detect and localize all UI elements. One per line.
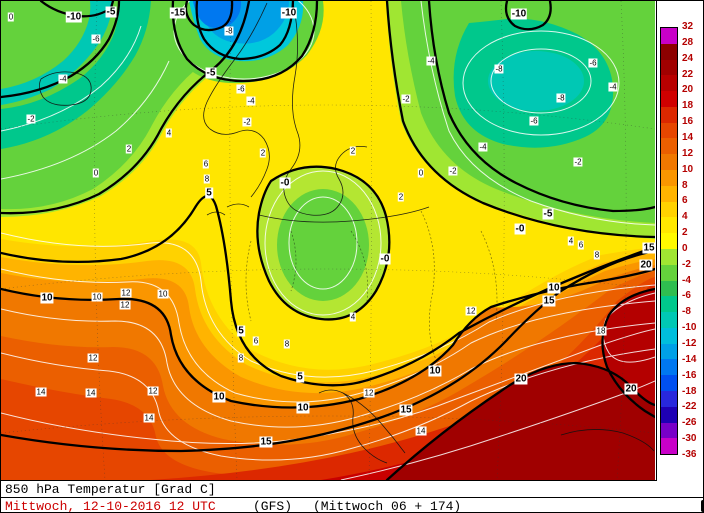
map-title: 850 hPa Temperatur [Grad C] [1, 481, 704, 498]
legend-value: -6 [682, 290, 704, 301]
temperature-legend: 3228242220181614121086420-2-4-6-8-10-12-… [657, 1, 704, 481]
legend-value: -10 [682, 322, 704, 333]
legend-value: -16 [682, 370, 704, 381]
legend-band [661, 154, 677, 170]
legend-value: -2 [682, 259, 704, 270]
legend-value: 28 [682, 37, 704, 48]
legend-value: -12 [682, 338, 704, 349]
legend-band [661, 217, 677, 233]
legend-band [661, 107, 677, 123]
legend-band [661, 170, 677, 186]
temperature-fill [1, 1, 655, 480]
legend-value: -18 [682, 386, 704, 397]
footer-model: (GFS) [253, 499, 292, 513]
legend-band [661, 423, 677, 439]
legend-value: -30 [682, 433, 704, 444]
legend-band [661, 391, 677, 407]
legend-value: 10 [682, 164, 704, 175]
legend-band [661, 328, 677, 344]
legend-band [661, 186, 677, 202]
legend-color-bar [660, 27, 678, 455]
map-area: -10-10-10-5-5-5-15-0-0-05551010101010151… [1, 1, 657, 481]
legend-value: 18 [682, 100, 704, 111]
legend-band [661, 233, 677, 249]
legend-band [661, 60, 677, 76]
footer-datetime: Mittwoch, 12-10-2016 12 UTC [5, 499, 216, 513]
legend-value: -14 [682, 354, 704, 365]
legend-value: -4 [682, 275, 704, 286]
legend-value: 4 [682, 211, 704, 222]
legend-value: 8 [682, 180, 704, 191]
legend-band [661, 138, 677, 154]
weather-map-page: -10-10-10-5-5-5-15-0-0-05551010101010151… [0, 0, 704, 513]
legend-value: 32 [682, 21, 704, 32]
legend-value: 12 [682, 148, 704, 159]
legend-band [661, 281, 677, 297]
legend-band [661, 202, 677, 218]
legend-value: 20 [682, 84, 704, 95]
legend-value: -22 [682, 401, 704, 412]
legend-band [661, 44, 677, 60]
legend-band [661, 249, 677, 265]
legend-value: 16 [682, 116, 704, 127]
legend-band [661, 312, 677, 328]
legend-band [661, 438, 677, 454]
legend-band [661, 359, 677, 375]
legend-band [661, 265, 677, 281]
legend-value: 0 [682, 243, 704, 254]
legend-value: 6 [682, 195, 704, 206]
legend-value: 24 [682, 53, 704, 64]
footer-run-info: (Mittwoch 06 + 174) [313, 499, 461, 513]
legend-value: -8 [682, 306, 704, 317]
legend-value: 14 [682, 132, 704, 143]
legend-band [661, 28, 677, 44]
legend-value: -26 [682, 417, 704, 428]
legend-band [661, 407, 677, 423]
legend-band [661, 344, 677, 360]
footer: Mittwoch, 12-10-2016 12 UTC (GFS) (Mittw… [1, 498, 704, 513]
legend-band [661, 91, 677, 107]
legend-band [661, 75, 677, 91]
weather-map [1, 1, 655, 480]
legend-band [661, 296, 677, 312]
legend-value: -36 [682, 449, 704, 460]
legend-value: 2 [682, 227, 704, 238]
legend-band [661, 375, 677, 391]
legend-band [661, 123, 677, 139]
legend-value: 22 [682, 69, 704, 80]
